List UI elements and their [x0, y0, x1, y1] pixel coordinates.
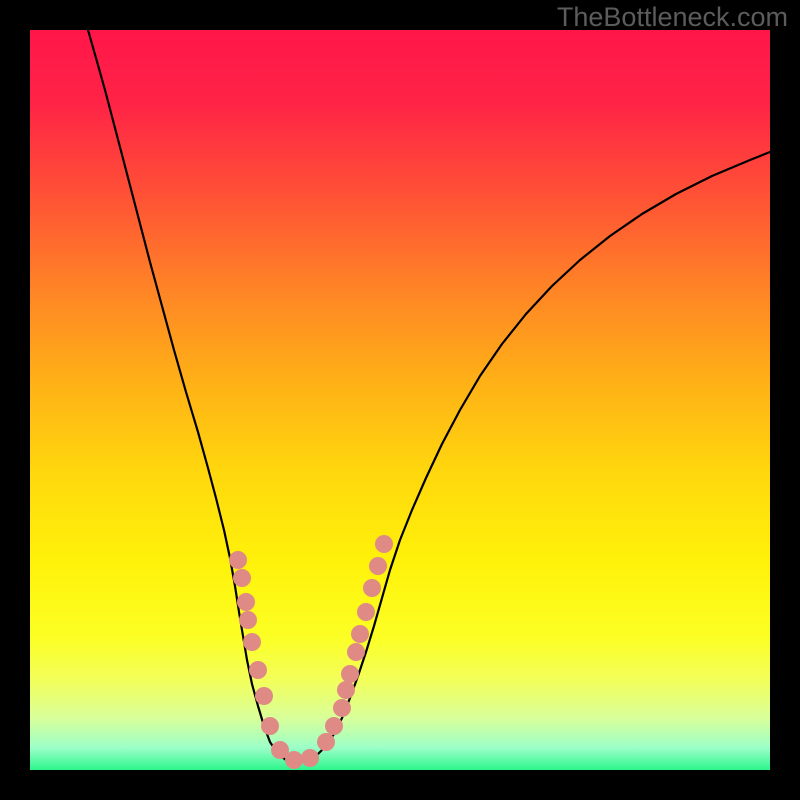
- data-marker: [243, 633, 261, 651]
- data-marker: [363, 579, 381, 597]
- plot-area: [30, 30, 770, 770]
- bottleneck-curve: [88, 30, 770, 762]
- data-marker: [347, 643, 365, 661]
- data-marker: [341, 665, 359, 683]
- curve-layer: [30, 30, 770, 770]
- data-marker: [229, 551, 247, 569]
- data-marker: [337, 681, 355, 699]
- data-marker: [301, 749, 319, 767]
- data-marker: [375, 535, 393, 553]
- data-marker: [369, 557, 387, 575]
- data-marker: [285, 751, 303, 769]
- data-marker: [237, 593, 255, 611]
- data-marker: [357, 603, 375, 621]
- data-marker: [351, 625, 369, 643]
- watermark-text: TheBottleneck.com: [557, 2, 788, 33]
- data-marker: [261, 717, 279, 735]
- data-marker: [333, 699, 351, 717]
- data-marker: [249, 661, 267, 679]
- data-marker: [255, 687, 273, 705]
- data-marker: [325, 717, 343, 735]
- data-marker: [233, 569, 251, 587]
- data-marker: [317, 733, 335, 751]
- data-marker: [239, 611, 257, 629]
